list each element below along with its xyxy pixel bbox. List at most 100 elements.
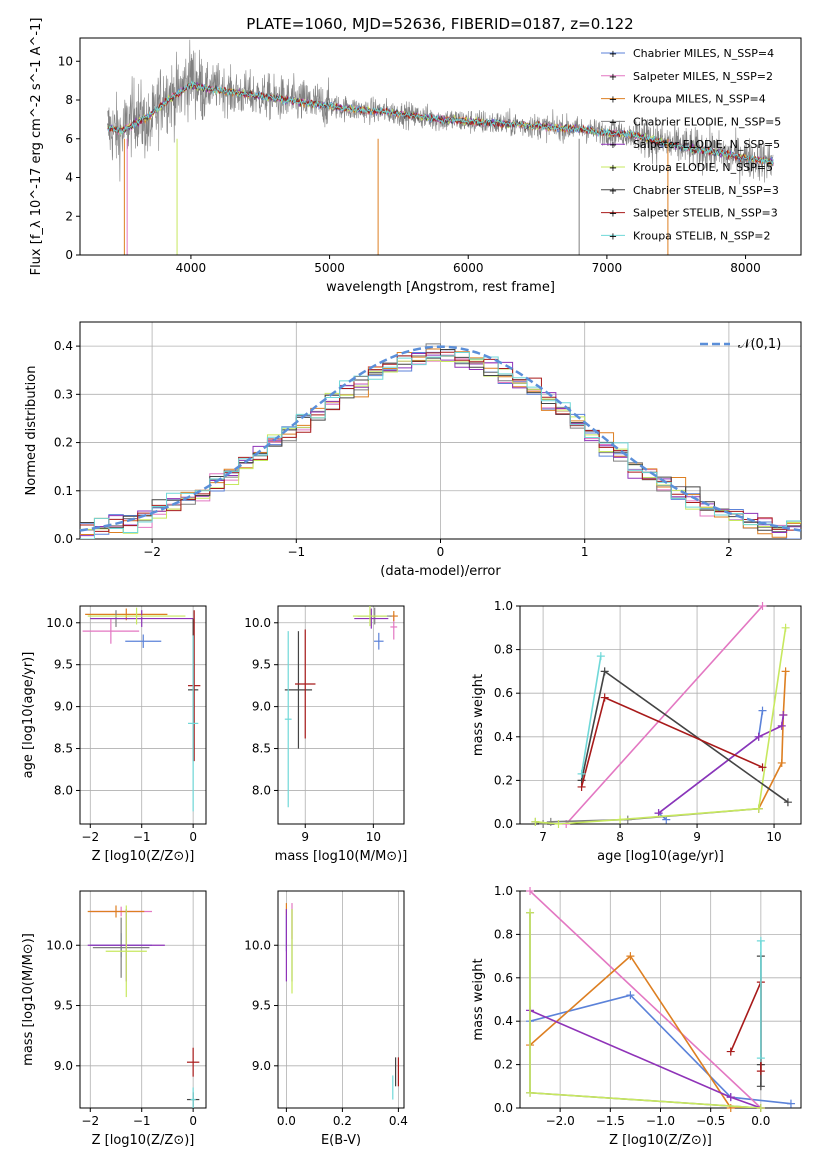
x-tick-label: 0.0 [277,1114,296,1128]
residual-histogram [80,351,801,532]
legend: 𝒩(0,1) [700,337,781,352]
y-tick-label: 9.5 [252,658,271,672]
errorbar-point [87,905,145,918]
y-tick-label: 10.0 [244,938,271,952]
weight-point [626,991,635,1000]
legend-entry: Chabrier STELIB, N_SSP=3 [633,184,779,197]
x-tick-label: 7 [539,830,547,844]
x-tick-label: −2.0 [546,1114,575,1128]
legend-entry: 𝒩(0,1) [738,337,781,352]
axes-frame [519,890,802,1109]
weight-point [539,820,548,828]
y-tick-label: 4 [65,171,73,185]
y-tick-label: 2 [65,209,73,223]
x-tick-label: 4000 [176,261,207,275]
residual-histogram [80,352,801,539]
weight-point [726,1093,735,1102]
x-tick-label: −2 [143,545,161,559]
axes-frame [79,890,207,1109]
weight-point [781,623,790,632]
x-axis-label: (data-model)/error [380,564,501,579]
weight-point [616,815,625,824]
mass-vs-ebv-panel: 0.0 0.2 0.4 9.0 9.5 10.0 E(B-V) [244,890,408,1148]
x-axis-label: Z [log10(Z/Z⊙)] [92,849,195,864]
y-axis-label: mass weight [471,674,486,756]
weight-point [600,693,609,702]
x-tick-label: −1 [133,1114,151,1128]
y-tick-label: 0.6 [494,971,513,985]
weight-point [546,817,555,826]
y-axis-label: Flux [f_λ 10^-17 erg cm^-2 s^-1 A^-1] [29,18,44,276]
errorbar-point [188,610,201,762]
weight-point [577,769,586,778]
y-tick-label: 0.8 [494,927,513,941]
weight-series-line [657,710,764,821]
x-tick-label: 9 [301,830,309,844]
y-tick-label: 8.5 [252,742,271,756]
errorbar-point [87,607,186,625]
y-tick-label: 1.0 [494,599,513,613]
weight-point [758,602,767,610]
x-tick-label: 0 [189,830,197,844]
x-tick-label: 0 [437,545,445,559]
age-vs-metallicity-panel: −2 −1 0 8.0 8.5 9.0 9.5 10.0 Z [log10(Z/Z⊙)] age … [21,605,207,864]
x-tick-label: 0.0 [751,1114,770,1128]
errorbar-point [90,610,194,627]
y-tick-label: 9.5 [54,999,73,1013]
weight-series-line [529,891,762,1108]
y-tick-label: 10 [58,54,73,68]
x-tick-label: 7000 [592,261,623,275]
x-tick-label: −1 [133,830,151,844]
axes-frame [79,605,207,825]
y-tick-label: 0.6 [494,686,513,700]
errorbar-point [284,631,292,808]
y-tick-label: 0.1 [54,484,73,498]
y-axis-label: age [log10(age/yr)] [21,652,36,779]
x-tick-label: 9 [693,830,701,844]
x-tick-label: 5000 [314,261,345,275]
x-tick-label: 8 [616,830,624,844]
weight-point [777,758,786,767]
weight-point [596,652,605,661]
y-tick-label: 0 [65,248,73,262]
y-axis-label: Normed distribution [24,366,39,496]
errorbar-point [352,606,387,627]
weight-point [526,887,535,895]
errorbar-point [295,629,316,739]
weight-series-line [757,671,787,810]
errorbar-point [186,1047,200,1077]
y-tick-label: 10.0 [46,616,73,630]
errorbar-point [125,634,162,648]
legend-marker: + [609,140,617,151]
residuals-panel: −2 −1 0 1 2 0.0 0.1 0.2 0.3 0.4 (data-model)/error… [24,321,802,579]
figure-title: PLATE=1060, MJD=52636, FIBERID=0187, z=0… [246,15,633,33]
errorbar-point [284,631,313,749]
weight-point [526,908,535,917]
errorbar-point [374,632,384,650]
weight-point [526,1088,535,1097]
x-tick-label: 8000 [730,261,761,275]
residual-histogram [80,359,801,534]
x-tick-label: −0.5 [696,1114,725,1128]
x-tick-label: 0 [189,1114,197,1128]
weight-point [781,667,790,676]
weight-point [783,798,792,807]
axes-frame [277,605,405,825]
y-tick-label: 0.3 [54,387,73,401]
errorbar-point [188,635,199,812]
x-tick-label: −2 [81,830,99,844]
y-tick-label: 6 [65,132,73,146]
y-tick-label: 9.0 [252,1059,271,1073]
weight-series-line [580,655,602,775]
y-tick-label: 9.0 [54,1059,73,1073]
errorbar-point [82,618,140,644]
mass-weight-vs-metallicity-panel: −2.0 −1.5 −1.0 −0.5 0.0 0.0 0.2 0.4 0.6 0.8 1.0 Z [… [471,884,802,1148]
weight-point [756,936,765,945]
y-tick-label: 9.0 [252,700,271,714]
y-tick-label: 0.4 [54,339,73,353]
y-tick-label: 0.8 [494,643,513,657]
y-tick-label: 0.2 [494,773,513,787]
x-tick-label: 0.4 [389,1114,408,1128]
legend-marker: + [609,72,617,83]
